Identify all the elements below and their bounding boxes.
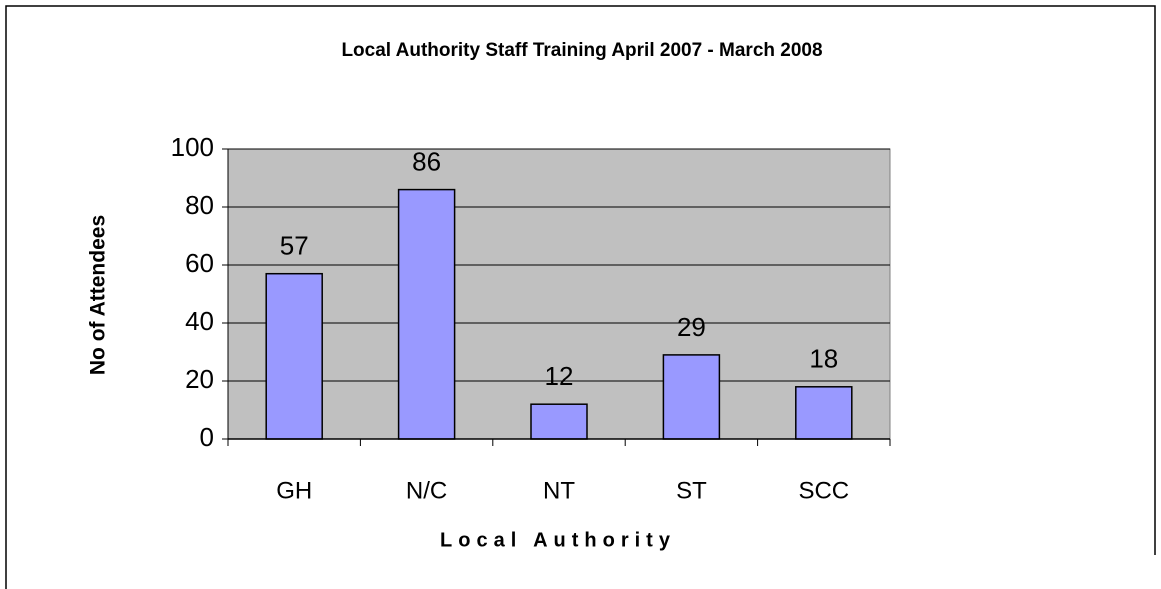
bar — [662, 354, 721, 440]
y-tick-label: 80 — [185, 190, 214, 220]
x-tick-label: NT — [543, 477, 575, 504]
bar — [397, 188, 456, 440]
x-tick-label: ST — [676, 477, 707, 504]
y-tick-label: 40 — [185, 306, 214, 336]
data-label: 86 — [412, 146, 441, 176]
data-label: 57 — [280, 231, 309, 261]
y-tick-label: 60 — [185, 248, 214, 278]
x-tick-label: GH — [276, 477, 312, 504]
chart-border — [5, 5, 1156, 589]
bar — [265, 272, 323, 440]
data-label: 29 — [677, 312, 706, 342]
y-tick-label: 100 — [171, 132, 214, 162]
y-tick-label: 20 — [185, 364, 214, 394]
bar — [530, 403, 588, 440]
x-axis-title: Local Authority — [440, 529, 676, 551]
chart-title: Local Authority Staff Training April 200… — [341, 40, 822, 61]
x-tick-label: SCC — [798, 477, 849, 504]
data-label: 12 — [545, 361, 574, 391]
x-tick-label: N/C — [406, 477, 447, 504]
y-axis-title: No of Attendees — [87, 215, 110, 375]
y-tick-label: 0 — [200, 422, 214, 452]
bar — [795, 386, 853, 440]
data-label: 18 — [809, 344, 838, 374]
plot-area — [227, 148, 891, 440]
